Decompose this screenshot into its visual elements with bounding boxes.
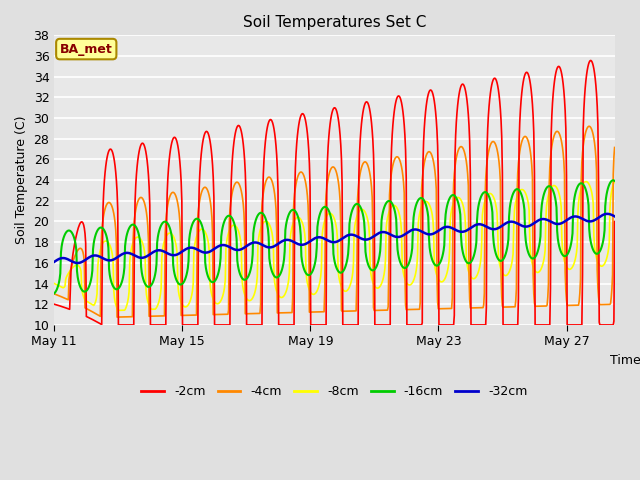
Text: BA_met: BA_met [60,43,113,56]
Legend: -2cm, -4cm, -8cm, -16cm, -32cm: -2cm, -4cm, -8cm, -16cm, -32cm [136,380,532,403]
X-axis label: Time: Time [611,354,640,367]
Title: Soil Temperatures Set C: Soil Temperatures Set C [243,15,426,30]
Y-axis label: Soil Temperature (C): Soil Temperature (C) [15,116,28,244]
